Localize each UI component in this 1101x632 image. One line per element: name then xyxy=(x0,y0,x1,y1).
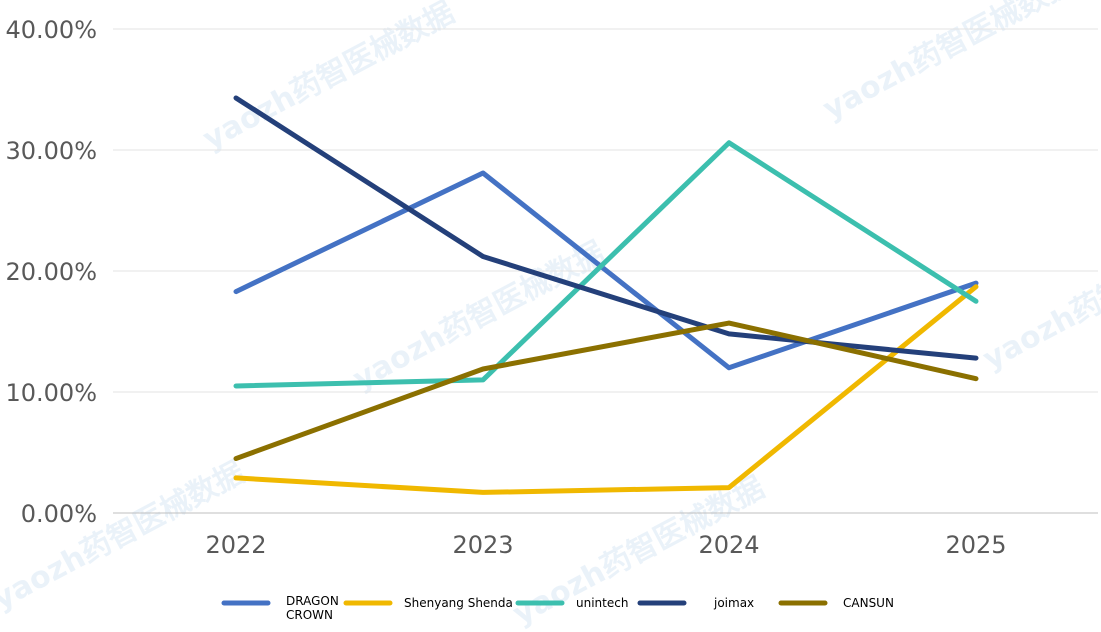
legend-label: Shenyang Shenda xyxy=(404,596,513,610)
watermark: yaozh药智医械数据 xyxy=(817,0,1080,127)
x-tick-label: 2023 xyxy=(452,531,513,559)
series-line-unintech xyxy=(233,140,979,389)
series-line-shenyang-shenda xyxy=(233,284,979,495)
y-tick-label: 40.00% xyxy=(5,16,97,44)
legend-label: unintech xyxy=(576,596,628,610)
x-tick-label: 2025 xyxy=(945,531,1006,559)
y-tick-label: 30.00% xyxy=(5,137,97,165)
legend-label: joimax xyxy=(713,596,754,610)
y-tick-label: 0.00% xyxy=(21,500,97,528)
x-tick-label: 2022 xyxy=(205,531,266,559)
watermark: yaozh药智医械数据 xyxy=(977,215,1101,377)
series-line-cansun xyxy=(233,320,979,462)
legend-label: CANSUN xyxy=(843,596,894,610)
series-line-dragon-crown xyxy=(233,170,979,371)
watermark: yaozh药智医械数据 xyxy=(197,0,460,157)
x-tick-label: 2024 xyxy=(698,531,759,559)
y-tick-label: 20.00% xyxy=(5,258,97,286)
y-tick-label: 10.00% xyxy=(5,379,97,407)
legend-label: DRAGON CROWN xyxy=(286,594,339,622)
series-line-joimax xyxy=(233,95,979,361)
